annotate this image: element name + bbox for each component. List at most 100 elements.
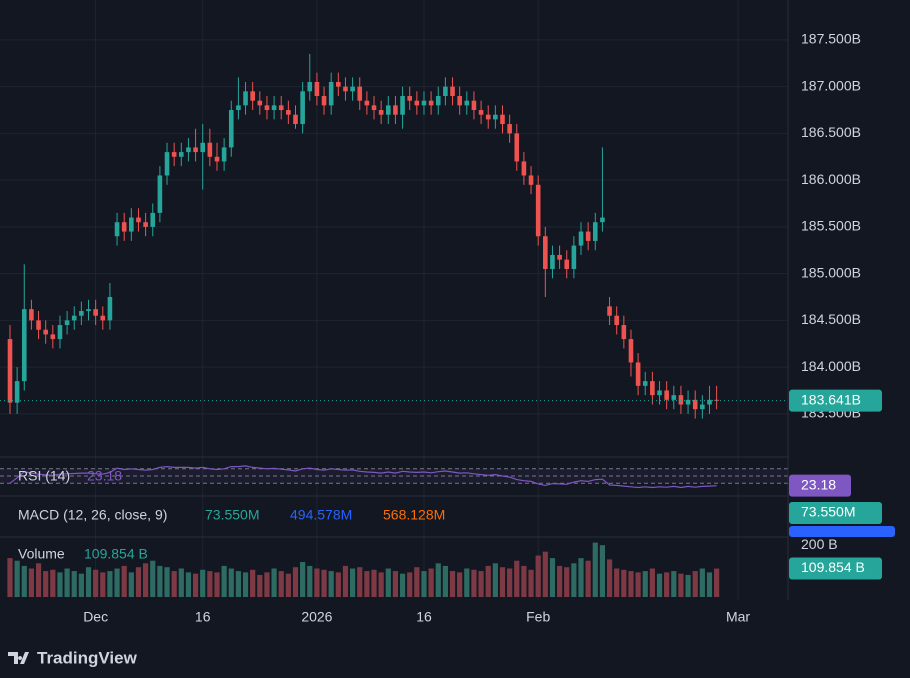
volume-bar [578,558,584,597]
candle-body [271,105,277,111]
volume-bar [143,563,149,597]
volume-box [789,557,882,580]
candle-body [243,91,248,106]
macd-box-label: 73.550M [801,504,855,520]
y-tick-label: 184.500B [801,311,861,327]
volume-bar [485,565,491,597]
candle-body [307,81,313,92]
y-tick-label: 186.500B [801,124,861,140]
candle-body [286,110,291,115]
volume-bar [692,571,698,597]
volume-bar [43,571,49,597]
candle-body [100,315,106,321]
volume-bar [435,563,441,597]
volume-bar [157,565,163,597]
volume-bar [592,542,598,597]
volume-bar [357,567,363,597]
volume-bar [606,559,613,597]
candle-body [450,86,455,97]
volume-bar [392,571,399,597]
candle-body [186,147,191,153]
y-tick-label: 187.000B [801,77,861,93]
candle-body [528,175,534,185]
candle-body [207,142,213,157]
candle-body [364,100,370,106]
volume-bar [278,571,284,597]
candle-body [421,100,427,106]
x-tick-label: 2026 [301,609,332,625]
candle-body [657,390,662,396]
y-tick-label: 185.500B [801,218,861,234]
volume-bar [214,572,220,597]
candle-body [107,297,113,321]
candle-body [592,222,598,241]
volume-bar [271,568,277,597]
candle-body [507,124,512,134]
volume-bar [571,563,577,597]
candle-body [164,152,170,176]
y-tick-label: 185.000B [801,264,861,280]
volume-bar [621,569,627,597]
candle-body [336,81,341,87]
labels-layer: Dec 16 2026 16 Feb Mar 187.500B 187.000B 186.500… [83,31,895,625]
candle-body [257,100,263,106]
macd-readout: 568.128M [383,507,445,523]
candle-body [685,399,691,405]
volume-bar [549,558,556,597]
brand-name: TradingView [37,648,138,667]
macd-readout: 494.578M [290,507,352,523]
rsi-readout: 23.18 [87,468,122,484]
candle-body [221,147,227,162]
volume-bar [385,568,391,597]
candle-body [500,114,505,125]
candle-body [93,309,98,316]
rsi-box [789,474,851,497]
candle-body [21,309,27,382]
x-tick-label: Feb [526,609,550,625]
candle-body [193,147,198,153]
volume-bar [542,551,548,597]
volume-bar [107,571,113,597]
volume-bar [207,571,213,597]
logo [8,652,29,664]
volume-bar [556,565,563,597]
x-tick-label: Dec [83,609,108,625]
candle-body [678,395,684,405]
candle-body [407,96,413,101]
volume-bar [221,565,227,597]
candle-body [457,96,462,106]
volume-bar [257,574,263,597]
volume-bar [78,573,84,597]
candle-body [136,217,141,223]
volume-bar [364,571,370,597]
candle-body [328,81,334,106]
volume-bar [285,573,291,597]
candle-body [7,339,13,403]
x-tick-label: 16 [195,609,211,625]
candle-body [664,390,669,400]
candle-body [314,81,320,97]
volume-bar [449,571,456,597]
volume-bar [71,571,77,597]
volume-bar [128,572,134,597]
candle-body [485,114,491,120]
volume-bar [635,572,641,597]
candle-body [36,320,41,330]
candle-body [321,96,327,106]
candle-body [114,222,120,237]
candle-body [585,231,591,241]
marks-layer [0,53,788,597]
candle-body [464,100,470,106]
candle-body [521,161,527,176]
volume-bar [457,572,463,597]
volume-bar [706,572,713,597]
candle-body [600,217,605,223]
volume-bar [121,565,127,597]
volume-bar [307,565,313,597]
candle-body [385,105,391,115]
volume-bar [699,568,705,597]
candle-body [493,114,498,120]
macd-box-2 [789,526,895,537]
volume-bar [85,567,92,597]
volume-bar [314,568,320,597]
